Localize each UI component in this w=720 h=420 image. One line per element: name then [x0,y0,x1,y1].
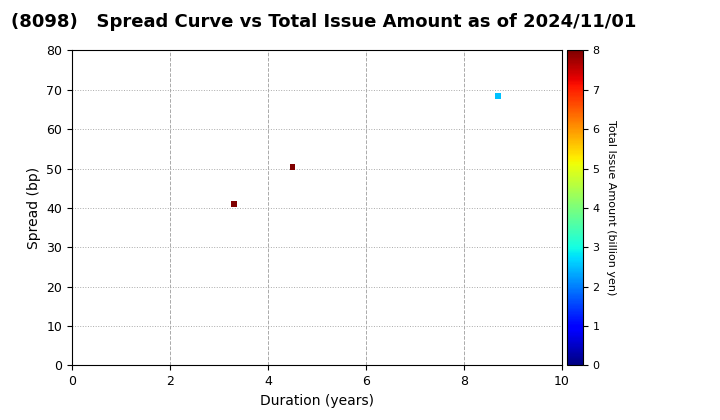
Y-axis label: Spread (bp): Spread (bp) [27,167,41,249]
X-axis label: Duration (years): Duration (years) [260,394,374,408]
Point [228,201,240,207]
Point [492,92,504,99]
Y-axis label: Total Issue Amount (billion yen): Total Issue Amount (billion yen) [606,120,616,296]
Text: (8098)   Spread Curve vs Total Issue Amount as of 2024/11/01: (8098) Spread Curve vs Total Issue Amoun… [12,13,636,31]
Point [287,163,298,170]
